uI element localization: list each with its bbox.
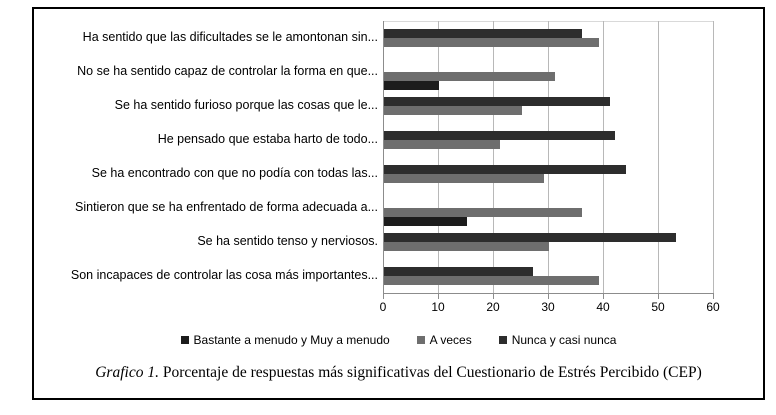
bar-a-veces [384,106,522,115]
figure-caption: Grafico 1. Porcentaje de respuestas más … [34,364,763,382]
category-label: Se ha encontrado con que no podía con to… [91,166,378,180]
legend-label: Nunca y casi nunca [511,333,617,347]
caption-label: Grafico 1. [95,364,159,381]
bar-nunca-y-casi-nunca [384,267,533,276]
legend-label: Bastante a menudo y Muy a menudo [193,333,390,347]
x-tick-mark [548,294,549,299]
bar-a-veces [384,174,544,183]
legend-swatch-aveces-icon [416,336,425,344]
x-tick-label: 30 [541,300,555,314]
bar-bastante-a-menudo-y-muy-a-menudo [384,81,439,90]
bar-nunca-y-casi-nunca [384,97,610,106]
legend-item: Bastante a menudo y Muy a menudo [180,333,390,347]
legend-label: A veces [429,333,472,347]
legend-swatch-bastante-icon [180,336,189,344]
x-axis-line [383,293,714,294]
category-label: Son incapaces de controlar las cosa más … [70,268,378,282]
legend-item: A veces [416,333,472,347]
bar-nunca-y-casi-nunca [384,165,626,174]
category-label: Sintieron que se ha enfrentado de forma … [75,200,378,214]
bar-a-veces [384,140,500,149]
bar-a-veces [384,242,549,251]
category-label: Se ha sentido furioso porque las cosas q… [114,98,378,112]
bar-a-veces [384,276,599,285]
x-tick-mark [493,294,494,299]
x-tick-mark [603,294,604,299]
bar-nunca-y-casi-nunca [384,29,582,38]
legend: Bastante a menudo y Muy a menudo A veces… [34,333,763,347]
gridline [548,21,549,293]
x-tick-label: 10 [431,300,445,314]
bar-a-veces [384,208,582,217]
category-label: No se ha sentido capaz de controlar la f… [77,64,378,78]
x-tick-label: 20 [486,300,500,314]
bar-nunca-y-casi-nunca [384,131,615,140]
x-tick-mark [658,294,659,299]
bar-bastante-a-menudo-y-muy-a-menudo [384,217,467,226]
x-tick-label: 40 [596,300,610,314]
x-tick-mark [713,294,714,299]
category-label: He pensado que estaba harto de todo... [157,132,378,146]
x-tick-label: 50 [651,300,665,314]
gridline [603,21,604,293]
bar-a-veces [384,72,555,81]
category-label: Se ha sentido tenso y nerviosos. [197,234,378,248]
gridline [493,21,494,293]
x-tick-mark [438,294,439,299]
legend-item: Nunca y casi nunca [498,333,617,347]
gridline [658,21,659,293]
caption-text: Porcentaje de respuestas más significati… [158,364,702,381]
bar-nunca-y-casi-nunca [384,233,676,242]
legend-swatch-nunca-icon [498,336,507,344]
plot-area [383,21,714,299]
x-tick-label: 0 [379,300,387,314]
x-tick-mark [383,294,384,299]
gridline [713,21,714,293]
category-label: Ha sentido que las dificultades se le am… [82,30,378,44]
x-tick-label: 60 [706,300,720,314]
y-axis-line [383,21,384,293]
gridline [438,21,439,293]
bar-a-veces [384,38,599,47]
